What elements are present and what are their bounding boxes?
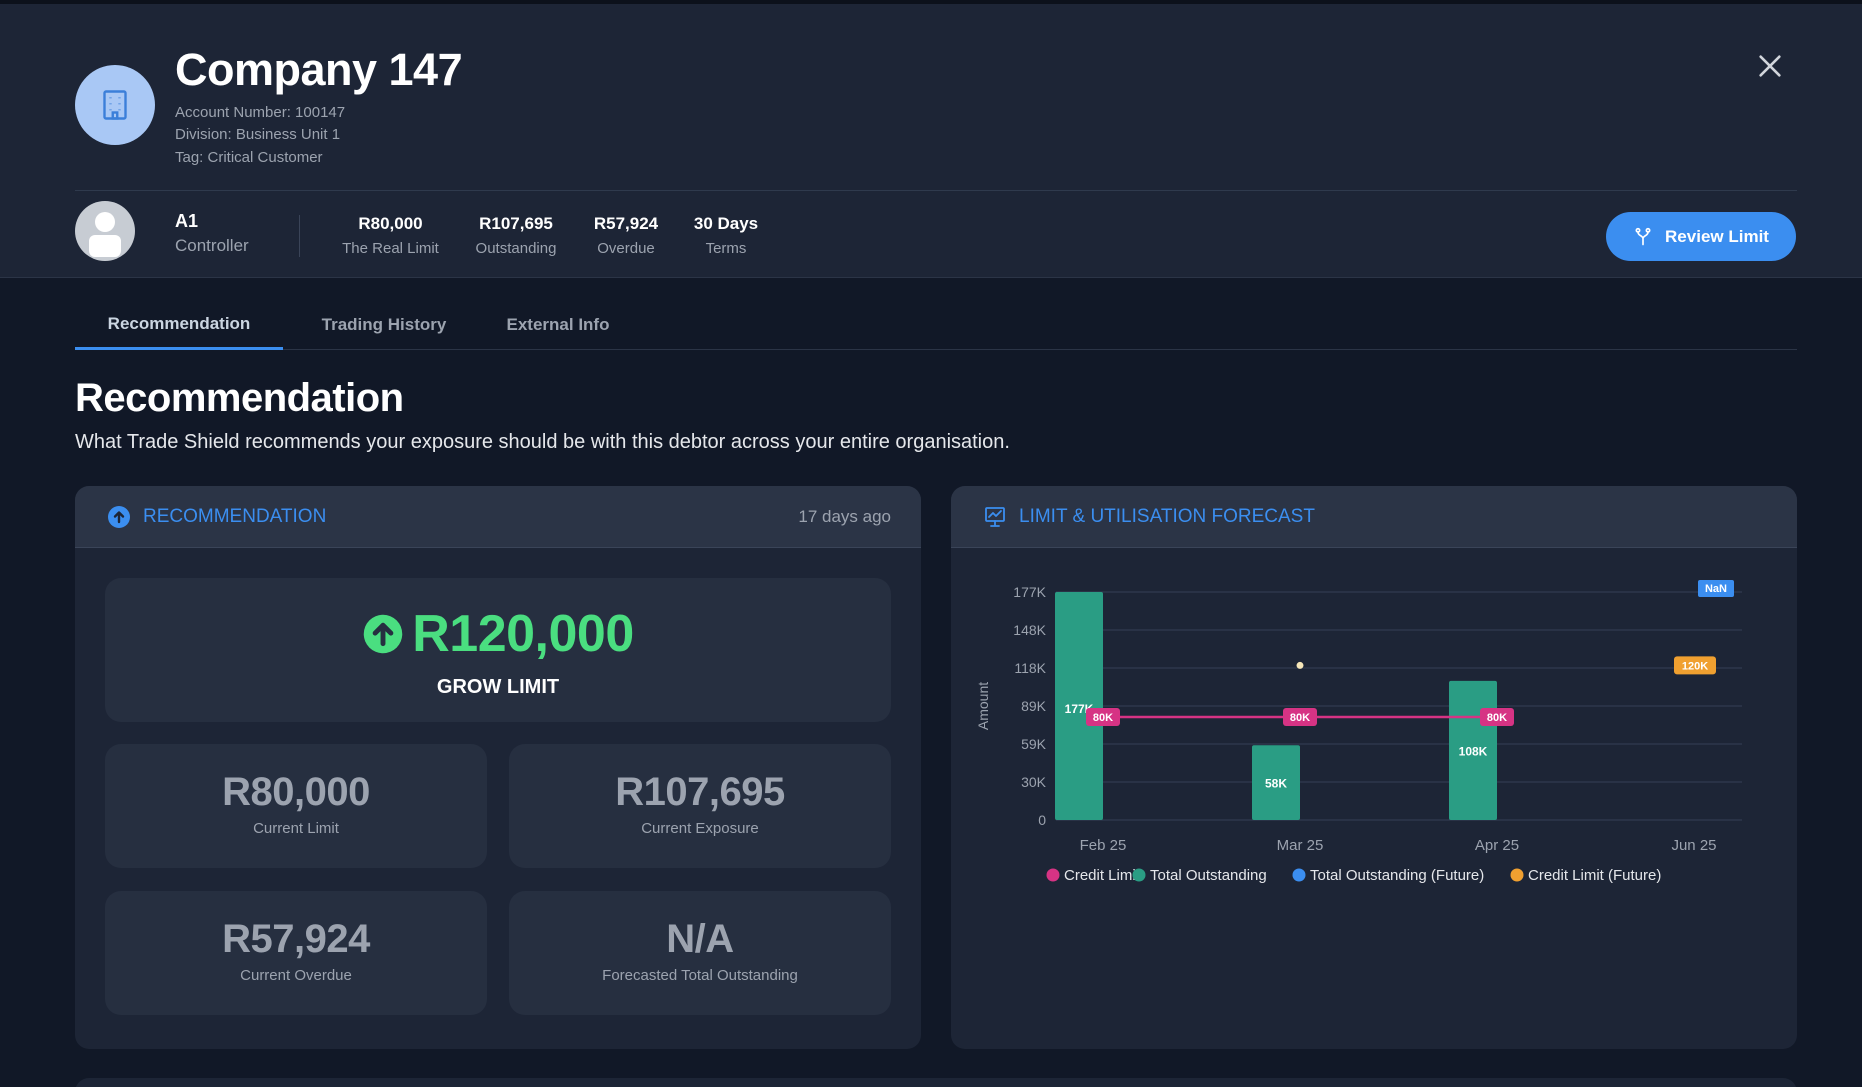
bar-data-label: 58K [1265,777,1287,791]
bar-data-label: 108K [1459,744,1488,758]
credit-limit-point [1086,707,1120,726]
recommendation-card: RECOMMENDATION 17 days ago R120,000 GROW… [75,486,921,1049]
recommended-action-label: GROW LIMIT [436,676,560,698]
company-title: Company 147 [175,44,463,95]
legend-swatch [1132,868,1146,882]
stat-value: R80,000 [358,214,423,233]
tile-value: R80,000 [222,770,370,814]
forecast-chart: 0 30K 59K 89K 118K 148K 177K Amount Feb 25 Mar 25… [975,580,1742,884]
stats-separator [299,215,300,257]
credit-limit-label: 80K [1093,712,1113,724]
stat-label: Terms [705,240,747,257]
user-name: A1 [175,211,199,231]
x-tick-label: Mar 25 [1277,837,1324,854]
close-button[interactable] [1752,48,1788,84]
tab-external-info[interactable]: External Info [506,315,610,334]
outstanding-future-point [1296,661,1304,669]
x-tick-label: Feb 25 [1080,837,1127,854]
y-tick-label: 89K [1021,698,1047,714]
forecast-card-header: LIMIT & UTILISATION FORECAST [951,486,1797,548]
credit-limit-future-label: 120K [1682,660,1708,672]
y-tick-label: 59K [1021,736,1047,752]
tab-trading-history[interactable]: Trading History [321,315,447,334]
building-icon [103,90,127,120]
tab-bar: Recommendation Trading History External … [75,300,1797,350]
customer-tag: Tag: Critical Customer [175,149,323,166]
account-number: Account Number: 100147 [175,104,346,121]
tile-value: R57,924 [222,917,370,961]
tab-recommendation[interactable]: Recommendation [75,300,283,350]
forecast-outstanding-tile: N/A Forecasted Total Outstanding [509,891,891,1015]
bar-total-outstanding [1252,745,1300,820]
y-tick-label: 30K [1021,774,1047,790]
close-icon [1759,55,1781,77]
x-tick-label: Jun 25 [1671,837,1716,854]
division: Division: Business Unit 1 [175,126,341,143]
account-header: Company 147 Account Number: 100147 Divis… [0,0,1862,278]
user-avatar [75,201,135,261]
legend-entry: Total Outstanding [1150,867,1267,884]
forecast-card-title: LIMIT & UTILISATION FORECAST [1019,505,1315,527]
section-subtitle: What Trade Shield recommends your exposu… [75,431,1010,453]
current-overdue-tile: R57,924 Current Overdue [105,891,487,1015]
review-limit-button[interactable]: Review Limit [1606,212,1796,261]
y-tick-label: 177K [1013,584,1046,600]
legend-swatch [1510,868,1524,882]
current-exposure-tile: R107,695 Current Exposure [509,744,891,868]
recommendation-card-title: RECOMMENDATION [143,505,327,527]
legend-entry: Total Outstanding (Future) [1310,867,1484,884]
legend-entry: Credit Limit [1064,867,1141,884]
tile-label: Forecasted Total Outstanding [602,967,798,984]
chart-presentation-icon [985,506,1005,527]
stat-value: 30 Days [693,214,759,233]
tile-value: N/A [666,917,734,961]
y-tick-label: 118K [1014,660,1046,676]
y-tick-label: 148K [1013,622,1046,638]
user-role: Controller [175,236,249,255]
company-avatar [75,65,155,145]
stat-value: R57,924 [593,214,659,233]
stat-overdue: R57,924 Overdue [584,214,668,257]
y-axis-label: Amount [975,682,991,730]
outstanding-future-label: NaN [1705,583,1727,595]
credit-limit-label: 80K [1290,712,1310,724]
section-title: Recommendation [75,376,404,420]
tile-label: Current Limit [253,820,339,837]
stat-real-limit: R80,000 The Real Limit [338,214,443,257]
user-icon [89,212,121,257]
tile-label: Current Overdue [240,967,352,984]
legend-entry: Credit Limit (Future) [1528,867,1661,884]
outstanding-future-badge [1698,580,1734,597]
credit-limit-label: 80K [1487,712,1507,724]
stat-outstanding: R107,695 Outstanding [467,214,565,257]
stat-label: Overdue [597,240,655,257]
legend-swatch [1292,868,1306,882]
stat-value: R107,695 [479,214,553,233]
stat-label: The Real Limit [342,240,439,257]
credit-limit-point [1283,707,1317,726]
forecast-card: LIMIT & UTILISATION FORECAST 0 30K 59K 89K 1… [951,486,1797,1049]
next-section-card [75,1078,1797,1087]
stat-terms: 30 Days Terms [686,214,766,257]
fork-icon [1635,227,1651,245]
recommended-limit-value: R120,000 [412,605,634,663]
review-limit-label: Review Limit [1665,226,1769,246]
arrow-up-circle-icon [363,614,403,654]
credit-limit-point [1480,707,1514,726]
current-limit-tile: R80,000 Current Limit [105,744,487,868]
header-divider [75,190,1797,191]
arrow-up-circle-icon [108,505,130,528]
recommendation-time-ago: 17 days ago [798,506,891,526]
credit-limit-future-point [1674,656,1716,675]
x-tick-label: Apr 25 [1475,837,1519,854]
bar-total-outstanding [1055,592,1103,820]
tile-value: R107,695 [615,770,785,814]
recommendation-card-header: RECOMMENDATION 17 days ago [75,486,921,548]
tile-label: Current Exposure [641,820,759,837]
recommended-limit-tile: R120,000 GROW LIMIT [105,578,891,722]
y-tick-label: 0 [1038,812,1046,828]
stat-label: Outstanding [475,240,557,257]
legend-swatch [1046,868,1060,882]
